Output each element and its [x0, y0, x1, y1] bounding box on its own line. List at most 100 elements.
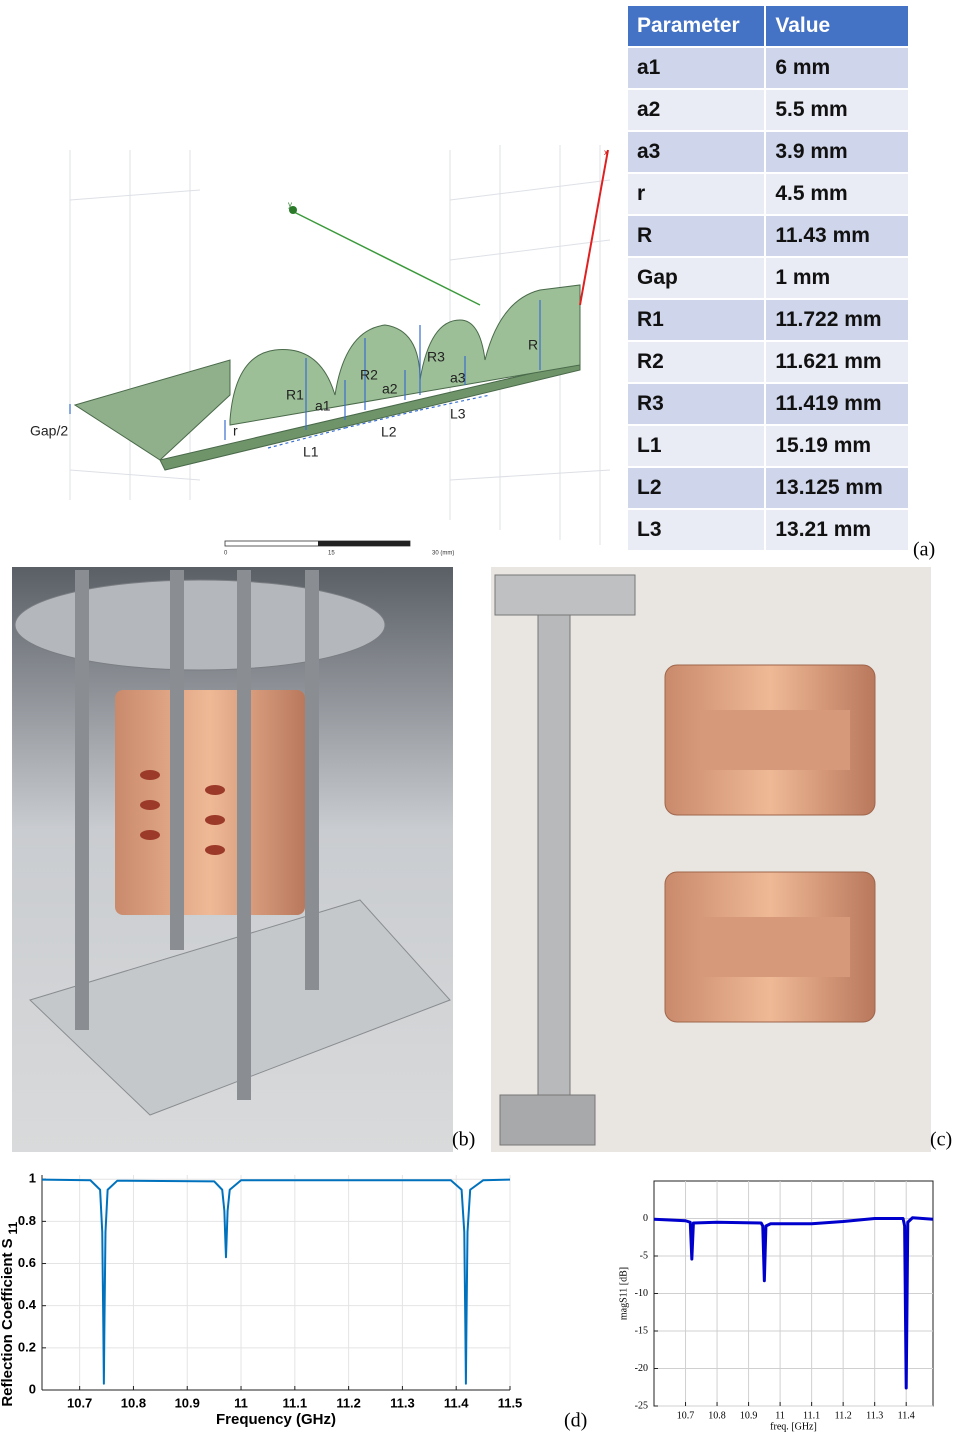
- diagram-label: R: [528, 337, 538, 353]
- table-cell: R3: [627, 383, 765, 425]
- table-cell: 5.5 mm: [765, 89, 909, 131]
- x-tick-label: 11.1: [803, 1410, 820, 1421]
- x-tick-label: 11.4: [444, 1395, 469, 1410]
- panel-label: (d): [564, 1410, 587, 1432]
- scale-label: 0: [224, 551, 228, 557]
- x-tick-label: 11.4: [898, 1410, 915, 1421]
- table-cell: 4.5 mm: [765, 173, 909, 215]
- diagram-label: R1: [286, 387, 304, 403]
- x-tick-label: 11.2: [336, 1395, 361, 1410]
- y-tick-label: 0: [29, 1381, 36, 1396]
- figure: Gap/2 r R1 a1 R2 a2 R3 a3 R L1 L2 L3 x y…: [0, 0, 968, 1436]
- y-axis-label-subscript: 11: [6, 1221, 20, 1234]
- diagram-label: Gap/2: [30, 423, 68, 439]
- table-cell: R2: [627, 341, 765, 383]
- y-tick-label: 1: [29, 1171, 36, 1186]
- table-cell: 11.419 mm: [765, 383, 909, 425]
- table-cell: 1 mm: [765, 257, 909, 299]
- x-tick-label: 10.8: [121, 1395, 146, 1410]
- table-cell: R: [627, 215, 765, 257]
- y-tick-label: -15: [635, 1325, 648, 1336]
- diagram-label: R2: [360, 367, 378, 383]
- diagram-label: a3: [450, 370, 466, 386]
- y-tick-label: -20: [635, 1363, 648, 1374]
- diagram-label: R3: [427, 349, 445, 365]
- x-tick-label: 11: [775, 1410, 785, 1421]
- panel-label: (b): [452, 1129, 475, 1151]
- scale-label: 15: [328, 551, 335, 557]
- table-cell: 13.21 mm: [765, 509, 909, 551]
- table-cell: Parameter: [627, 5, 765, 47]
- table-cell: L3: [627, 509, 765, 551]
- axis-label: y: [288, 200, 292, 209]
- y-axis-label: magS11 [dB]: [618, 1267, 629, 1320]
- table-cell: Value: [765, 5, 909, 47]
- table-cell: a3: [627, 131, 765, 173]
- table-cell: a2: [627, 89, 765, 131]
- plot-area: [42, 1175, 510, 1390]
- diagram-label: L2: [381, 424, 397, 440]
- x-tick-label: 11.5: [498, 1395, 523, 1410]
- y-tick-label: 0: [643, 1213, 648, 1224]
- diagram-label: a1: [315, 398, 331, 414]
- x-tick-label: 10.7: [67, 1395, 92, 1410]
- x-axis-label: freq. [GHz]: [770, 1421, 817, 1432]
- x-tick-label: 11.1: [283, 1395, 308, 1410]
- photo-assembly: [12, 567, 453, 1152]
- panel-label: (a): [913, 539, 935, 561]
- table-cell: L1: [627, 425, 765, 467]
- chart: 0 0.2 0.4 0.6 0.8 1 10.7 10.8 10.9 11 11.1 11.2 11.3…: [0, 1171, 522, 1428]
- table-cell: 15.19 mm: [765, 425, 909, 467]
- y-tick-label: -10: [635, 1288, 648, 1299]
- table-cell: 11.722 mm: [765, 299, 909, 341]
- table-cell: Gap: [627, 257, 765, 299]
- table-cell: 3.9 mm: [765, 131, 909, 173]
- y-tick-label: 0.6: [18, 1255, 36, 1270]
- y-tick-label: -5: [640, 1250, 648, 1261]
- x-tick-label: 11.2: [835, 1410, 852, 1421]
- diagram-label: L1: [303, 444, 319, 460]
- y-tick-label: 0.2: [18, 1339, 36, 1354]
- diagram-label: r: [233, 423, 238, 439]
- photo-parts: [491, 567, 931, 1152]
- table-cell: 13.125 mm: [765, 467, 909, 509]
- y-tick-label: -25: [635, 1400, 648, 1411]
- x-tick-label: 11.3: [390, 1395, 415, 1410]
- diagram-label: a2: [382, 381, 398, 397]
- table-cell: R1: [627, 299, 765, 341]
- x-tick-label: 10.9: [175, 1395, 200, 1410]
- y-tick-label: 0.8: [18, 1213, 36, 1228]
- scale-label: 30 (mm): [432, 551, 454, 557]
- table-cell: a1: [627, 47, 765, 89]
- x-tick-label: 10.9: [740, 1410, 758, 1421]
- x-tick-label: 11: [234, 1395, 248, 1410]
- x-tick-label: 10.7: [677, 1410, 695, 1421]
- axis-label: x: [604, 148, 608, 157]
- table-cell: 11.621 mm: [765, 341, 909, 383]
- chart: 0 -5 -10 -15 -20 -25 10.7 10.8 10.9 11 11.1 11.2 11.…: [618, 1181, 933, 1432]
- x-axis-label: Frequency (GHz): [216, 1411, 336, 1428]
- table-cell: r: [627, 173, 765, 215]
- x-tick-label: 10.8: [708, 1410, 726, 1421]
- diagram-label: L3: [450, 406, 466, 422]
- table-cell: 11.43 mm: [765, 215, 909, 257]
- panel-label: (c): [930, 1129, 952, 1151]
- table-row: r4.5 mm: [627, 173, 909, 215]
- y-tick-label: 0.4: [18, 1297, 37, 1312]
- table-cell: L2: [627, 467, 765, 509]
- table-row: Gap1 mm: [627, 257, 909, 299]
- y-axis-label: Reflection Coefficient S: [0, 1238, 16, 1406]
- x-tick-label: 11.3: [866, 1410, 883, 1421]
